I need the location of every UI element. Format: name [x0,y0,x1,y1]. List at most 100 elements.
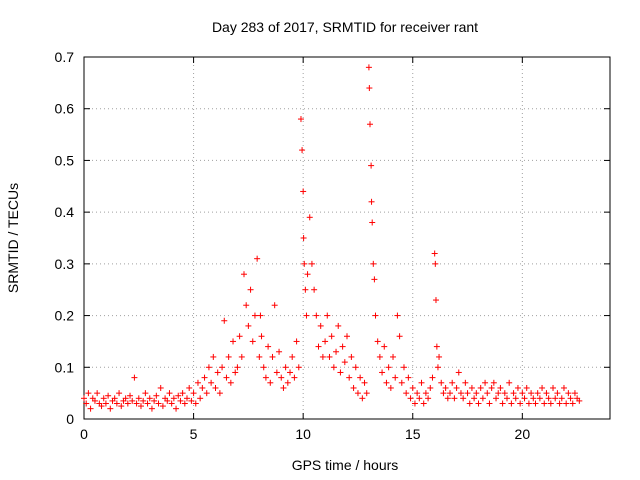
data-point [212,384,219,391]
data-point [262,374,269,381]
data-point [107,405,114,412]
data-point [390,353,397,360]
data-point [289,353,296,360]
data-point [159,403,166,410]
data-point [411,400,418,407]
data-point [257,312,264,319]
data-point [560,384,567,391]
data-point [201,374,208,381]
data-point [157,384,164,391]
data-point [490,379,497,386]
data-point [543,390,550,397]
data-point [225,353,232,360]
data-point [528,390,535,397]
data-point [550,384,557,391]
data-point [155,400,162,407]
data-point [363,390,370,397]
data-point [328,333,335,340]
data-point [210,353,217,360]
data-point [422,390,429,397]
y-tick-label: 0.1 [55,359,75,375]
data-point [438,379,445,386]
data-point [300,188,307,195]
y-tick-label: 0.5 [55,152,75,168]
data-point [503,395,510,402]
data-point [400,364,407,371]
data-point [265,343,272,350]
data-point [396,333,403,340]
data-point [219,364,226,371]
data-point [223,374,230,381]
data-point [221,317,228,324]
data-point [545,395,552,402]
data-point [431,250,438,257]
data-point [466,400,473,407]
data-point [425,395,432,402]
data-point [339,343,346,350]
data-point [569,400,576,407]
data-point [151,397,158,404]
data-point [322,338,329,345]
data-point [357,374,364,381]
data-point [337,369,344,376]
data-point [326,353,333,360]
data-point [383,379,390,386]
data-point [131,374,138,381]
data-point [197,395,204,402]
data-point [83,400,90,407]
data-point [514,384,521,391]
data-point [409,384,416,391]
data-point [534,390,541,397]
data-point [464,390,471,397]
data-point [137,403,144,410]
data-point [85,390,92,397]
data-point [374,338,381,345]
data-point [479,395,486,402]
data-point [135,395,142,402]
data-point [344,333,350,340]
data-point [236,333,243,340]
data-point [315,343,322,350]
data-point [166,390,173,397]
data-point [251,312,258,319]
data-point [457,390,464,397]
data-point [567,395,574,402]
data-point [523,384,530,391]
data-point [190,390,197,397]
data-point [517,400,524,407]
data-point [352,364,359,371]
data-point [177,397,184,404]
y-tick-label: 0.4 [55,204,75,220]
data-point [501,390,508,397]
data-point [179,390,186,397]
y-tick-label: 0 [66,411,74,427]
data-point [547,400,554,407]
data-point [471,395,478,402]
data-point [240,271,247,278]
data-point [243,302,250,309]
data-point [284,379,291,386]
data-point [473,390,480,397]
data-point [346,374,353,381]
data-point [420,400,427,407]
data-point [440,390,447,397]
data-point [100,395,107,402]
data-point [168,400,175,407]
data-point [405,374,412,381]
data-point [181,400,188,407]
data-point [300,235,307,241]
data-point [552,395,559,402]
y-tick-label: 0.7 [55,49,75,65]
data-point [370,260,377,267]
data-point [512,395,519,402]
data-point [302,286,309,293]
x-axis-label: GPS time / hours [292,457,399,473]
data-point [482,379,489,386]
data-point [122,395,129,402]
data-point [486,400,493,407]
data-point [301,260,308,267]
data-point [539,384,546,391]
data-point [299,147,306,154]
data-point [230,338,237,345]
data-point [571,390,578,397]
